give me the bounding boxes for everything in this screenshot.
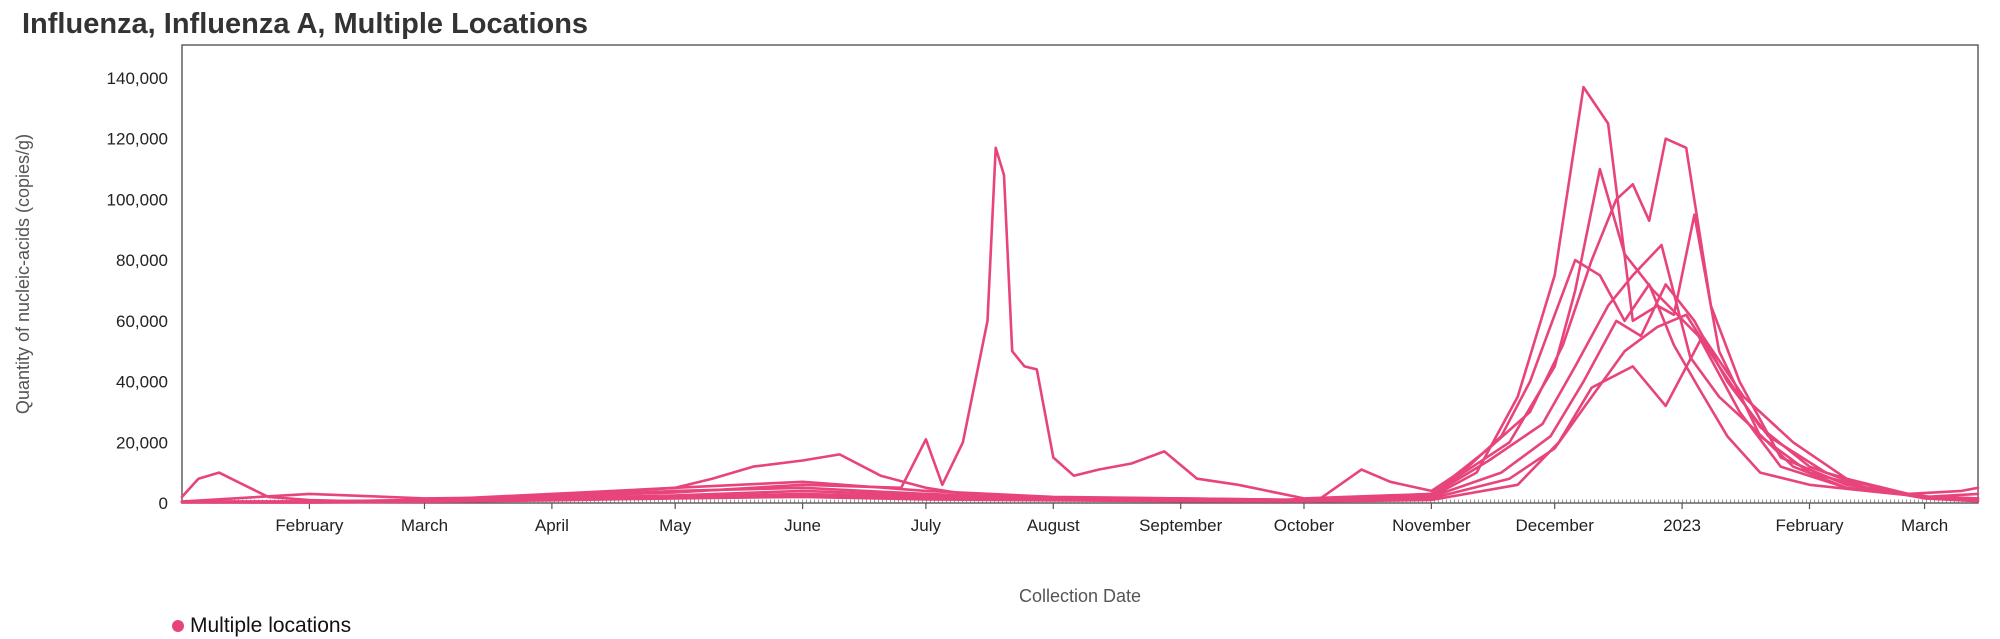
series-line-6 bbox=[180, 283, 1980, 504]
x-tick-label: August bbox=[1027, 516, 1080, 535]
y-tick-label: 120,000 bbox=[107, 130, 168, 149]
y-axis-label: Quantity of nucleic-acids (copies/g) bbox=[13, 134, 33, 414]
legend-marker bbox=[172, 620, 184, 632]
y-tick-label: 140,000 bbox=[107, 69, 168, 88]
legend: Multiple locations bbox=[172, 614, 351, 638]
x-tick-label: December bbox=[1515, 516, 1594, 535]
x-tick-label: May bbox=[659, 516, 692, 535]
x-tick-label: September bbox=[1139, 516, 1222, 535]
series-lines bbox=[180, 85, 1980, 504]
series-line-2 bbox=[180, 146, 1980, 503]
y-tick-label: 40,000 bbox=[116, 373, 168, 392]
legend-label: Multiple locations bbox=[190, 614, 352, 637]
plot-frame bbox=[181, 44, 1979, 504]
x-tick-label: February bbox=[1775, 516, 1844, 535]
series-line-3 bbox=[180, 85, 1980, 503]
x-tick-label: November bbox=[1392, 516, 1471, 535]
y-tick-label: 80,000 bbox=[116, 251, 168, 270]
series-line-4 bbox=[180, 137, 1980, 503]
y-tick-label: 100,000 bbox=[107, 190, 168, 209]
x-tick-label: April bbox=[535, 516, 569, 535]
x-tick-label: July bbox=[911, 516, 942, 535]
chart-title: Influenza, Influenza A, Multiple Locatio… bbox=[22, 8, 589, 40]
x-axis-label: Collection Date bbox=[1019, 586, 1141, 606]
series-line-8 bbox=[180, 334, 1980, 504]
y-axis: 0 20,000 40,000 60,000 80,000 100,000 120,000 1… bbox=[107, 69, 168, 513]
x-tick-label: October bbox=[1274, 516, 1335, 535]
x-tick-label: June bbox=[784, 516, 821, 535]
y-tick-label: 60,000 bbox=[116, 312, 168, 331]
x-tick-label: February bbox=[275, 516, 344, 535]
x-tick-label: 2023 bbox=[1663, 516, 1701, 535]
series-line-5 bbox=[180, 243, 1980, 504]
y-tick-label: 20,000 bbox=[116, 433, 168, 452]
y-tick-label: 0 bbox=[159, 494, 168, 513]
x-axis: February March April May June July August Septe… bbox=[182, 499, 1978, 535]
x-tick-label: March bbox=[401, 516, 448, 535]
x-tick-label: March bbox=[1901, 516, 1948, 535]
